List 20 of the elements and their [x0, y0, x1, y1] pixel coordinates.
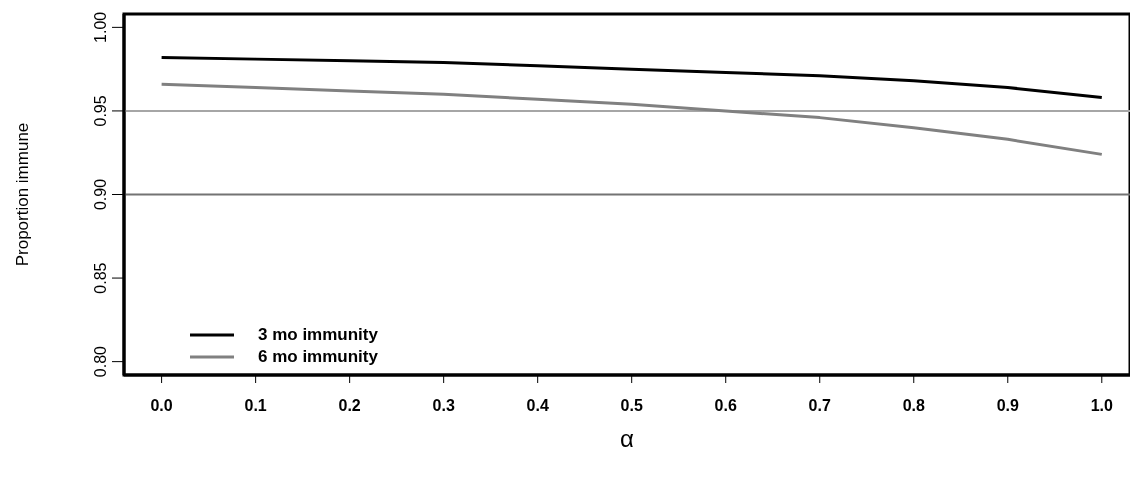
x-tick-label: 0.6: [714, 397, 737, 414]
text: 0.0: [150, 397, 173, 414]
text: 0.90: [92, 178, 109, 211]
y-axis-title: Proportion immune: [13, 122, 33, 267]
text: 0.80: [92, 346, 109, 378]
x-tick-label: 0.4: [526, 397, 549, 414]
legend-label: 6 mo immunity: [258, 347, 378, 367]
x-tick-label: 0.8: [902, 397, 925, 414]
x-tick-label: 0.7: [808, 397, 831, 414]
text: 1.00: [92, 11, 109, 43]
x-tick-label: 0.3: [432, 397, 455, 414]
legend-label: 3 mo immunity: [258, 325, 378, 345]
x-axis-title: α: [620, 425, 635, 452]
x-tick-label: 0.9: [996, 397, 1019, 414]
text: 1.0: [1090, 397, 1113, 414]
y-tick-label: 0.95: [92, 95, 109, 127]
x-tick-label: 0.2: [338, 397, 361, 414]
y-tick-label: 0.85: [92, 262, 109, 294]
x-tick-label: 0.5: [620, 397, 643, 414]
x-tick-label: 0.1: [244, 397, 267, 414]
